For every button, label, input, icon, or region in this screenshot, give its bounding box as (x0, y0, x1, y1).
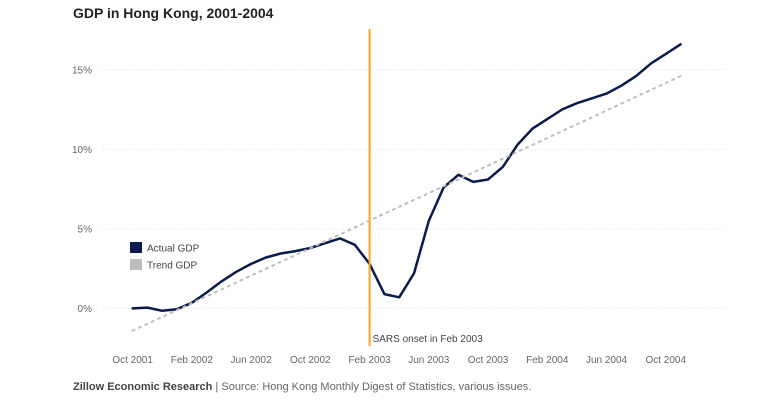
series-group (131, 43, 682, 332)
y-tick-label: 15% (72, 65, 92, 76)
x-tick-label: Jun 2003 (408, 355, 450, 366)
x-tick-label: Feb 2002 (171, 355, 214, 366)
footer-separator: | (212, 381, 222, 393)
y-tick-label: 10% (72, 145, 92, 156)
footer: Zillow Economic Research | Source: Hong … (73, 381, 531, 393)
legend-swatch (130, 242, 142, 253)
x-tick-label: Oct 2003 (468, 355, 509, 366)
x-tick-label: Jun 2002 (231, 355, 273, 366)
footer-org: Zillow Economic Research (73, 381, 213, 393)
x-tick-label: Oct 2001 (112, 355, 153, 366)
annotations-group: SARS onset in Feb 2003 (368, 29, 484, 346)
legend: Actual GDP Trend GDP (130, 242, 200, 272)
y-axis-ticks: 0% 5% 10% 15% (72, 65, 92, 315)
legend-swatch (130, 259, 142, 270)
y-tick-label: 5% (78, 224, 93, 235)
legend-label: Actual GDP (147, 244, 200, 255)
y-tick-label: 0% (78, 304, 93, 315)
series-line-trend-gdp (131, 75, 682, 332)
x-axis-ticks: Oct 2001 Feb 2002 Jun 2002 Oct 2002 Feb 2003… (112, 355, 686, 366)
x-tick-label: Jun 2004 (586, 355, 628, 366)
footer-source: Source: Hong Kong Monthly Digest of Stat… (221, 381, 532, 393)
legend-label: Trend GDP (147, 261, 198, 272)
x-tick-label: Feb 2004 (526, 355, 569, 366)
x-tick-label: Oct 2004 (645, 355, 686, 366)
x-tick-label: Feb 2003 (348, 355, 391, 366)
x-tick-label: Oct 2002 (290, 355, 331, 366)
series-line-actual-gdp (131, 43, 682, 313)
chart-title: GDP in Hong Kong, 2001-2004 (73, 5, 274, 21)
sars-annotation-label: SARS onset in Feb 2003 (373, 334, 484, 345)
